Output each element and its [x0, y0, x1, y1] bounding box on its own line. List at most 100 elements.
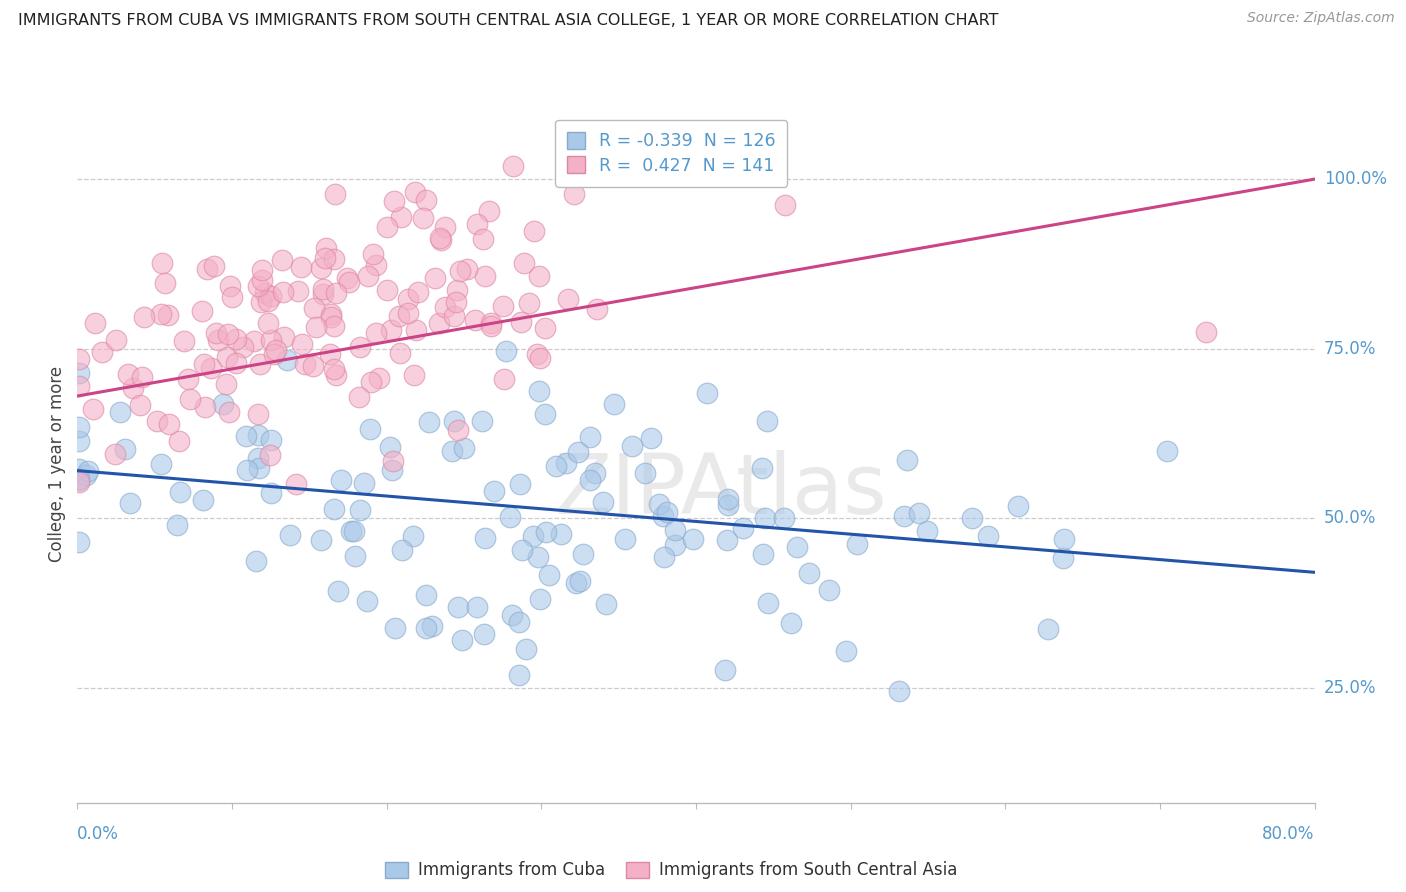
Point: [752, 547, 775, 561]
Point: [273, 330, 295, 344]
Point: [67, 366, 90, 380]
Point: [557, 292, 579, 306]
Point: [349, 503, 371, 517]
Point: [157, 308, 180, 322]
Point: [491, 299, 513, 313]
Point: [578, 430, 600, 444]
Point: [388, 345, 411, 359]
Point: [366, 259, 388, 273]
Point: [451, 632, 474, 647]
Point: [568, 574, 591, 588]
Point: [83, 316, 105, 330]
Point: [287, 284, 309, 298]
Text: 80.0%: 80.0%: [1263, 825, 1315, 843]
Point: [309, 260, 332, 275]
Point: [104, 334, 127, 348]
Point: [651, 509, 673, 524]
Point: [474, 532, 496, 546]
Point: [195, 261, 218, 276]
Point: [218, 405, 240, 419]
Point: [652, 550, 675, 565]
Point: [713, 663, 735, 677]
Point: [276, 353, 298, 368]
Point: [349, 390, 371, 404]
Point: [523, 224, 546, 238]
Point: [235, 429, 257, 443]
Point: [322, 252, 344, 267]
Point: [534, 407, 557, 421]
Point: [565, 576, 588, 591]
Point: [179, 392, 201, 406]
Point: [529, 351, 551, 365]
Point: [104, 447, 127, 461]
Point: [302, 359, 325, 373]
Point: [315, 241, 337, 255]
Point: [343, 549, 366, 564]
Point: [340, 524, 363, 538]
Point: [215, 376, 238, 391]
Point: [263, 347, 285, 361]
Point: [337, 275, 360, 289]
Point: [495, 343, 517, 358]
Point: [207, 334, 229, 348]
Point: [786, 541, 808, 555]
Point: [211, 397, 233, 411]
Text: 0.0%: 0.0%: [77, 825, 120, 843]
Point: [634, 466, 657, 480]
Point: [221, 290, 243, 304]
Point: [67, 379, 90, 393]
Point: [415, 588, 437, 602]
Point: [250, 294, 273, 309]
Point: [360, 422, 382, 436]
Point: [191, 304, 214, 318]
Point: [546, 459, 568, 474]
Point: [657, 505, 679, 519]
Point: [319, 310, 342, 324]
Point: [429, 233, 451, 247]
Point: [259, 448, 281, 462]
Point: [128, 398, 150, 412]
Point: [583, 466, 606, 480]
Point: [67, 462, 90, 476]
Point: [415, 193, 437, 207]
Point: [537, 567, 560, 582]
Point: [1052, 550, 1074, 565]
Point: [733, 521, 755, 535]
Point: [441, 444, 464, 458]
Point: [132, 310, 155, 324]
Point: [443, 309, 465, 323]
Point: [755, 414, 778, 428]
Point: [773, 511, 796, 525]
Point: [108, 405, 131, 419]
Point: [492, 372, 515, 386]
Point: [67, 534, 90, 549]
Point: [586, 301, 609, 316]
Point: [562, 186, 585, 201]
Point: [364, 326, 387, 340]
Point: [446, 283, 468, 297]
Point: [205, 326, 228, 340]
Point: [449, 263, 471, 277]
Point: [122, 381, 145, 395]
Point: [378, 440, 401, 454]
Point: [527, 549, 550, 564]
Point: [67, 475, 90, 489]
Text: IMMIGRANTS FROM CUBA VS IMMIGRANTS FROM SOUTH CENTRAL ASIA COLLEGE, 1 YEAR OR MO: IMMIGRANTS FROM CUBA VS IMMIGRANTS FROM …: [18, 13, 998, 29]
Point: [257, 293, 280, 308]
Point: [260, 485, 283, 500]
Point: [382, 194, 405, 209]
Point: [311, 286, 333, 301]
Point: [75, 468, 97, 483]
Point: [567, 445, 589, 459]
Point: [91, 345, 114, 359]
Point: [260, 333, 283, 347]
Point: [257, 316, 280, 330]
Point: [82, 402, 104, 417]
Point: [67, 434, 90, 449]
Point: [510, 542, 533, 557]
Point: [447, 423, 470, 437]
Point: [960, 511, 983, 525]
Point: [375, 220, 398, 235]
Point: [67, 351, 90, 366]
Point: [499, 509, 522, 524]
